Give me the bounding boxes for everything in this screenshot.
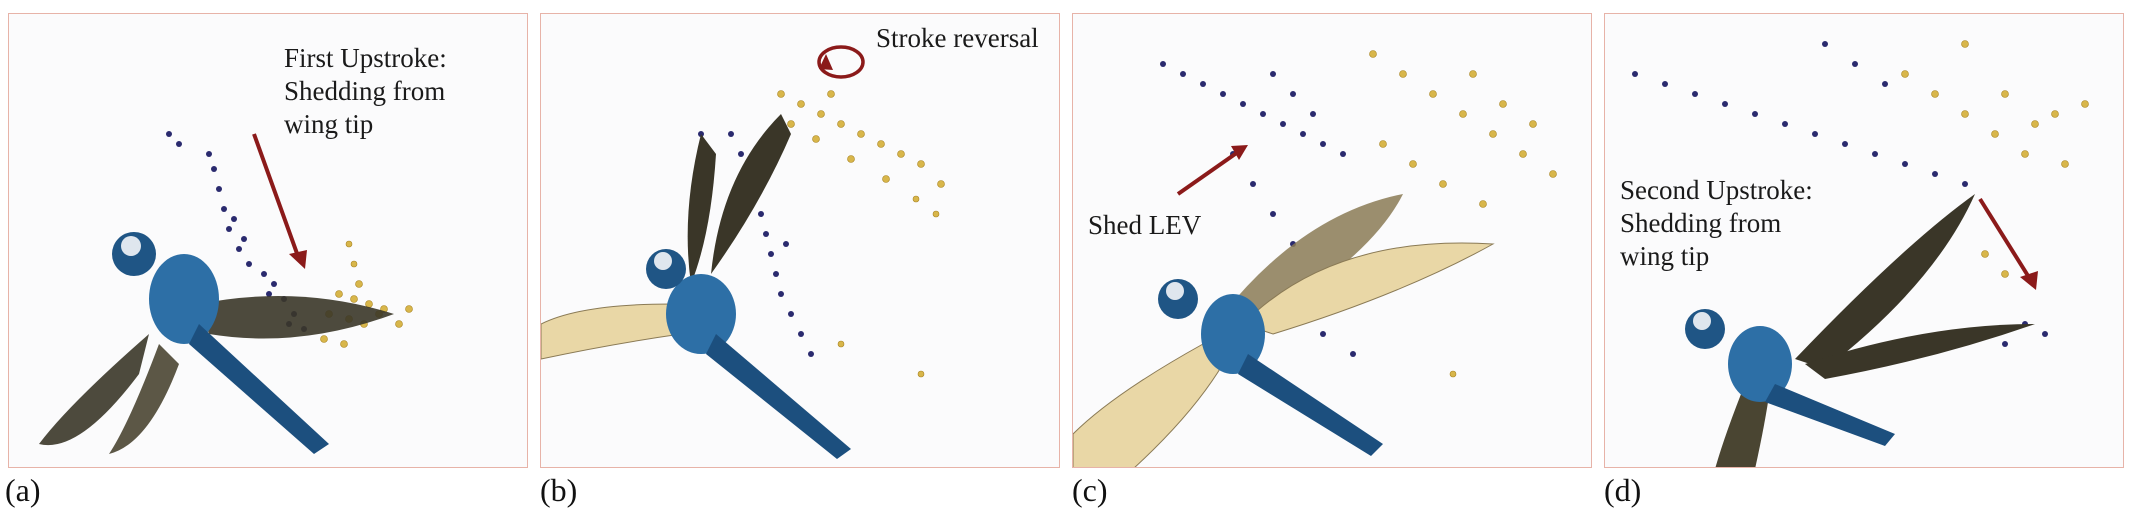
wing-a-left — [39, 334, 149, 446]
thorax-a — [149, 254, 219, 344]
particles-dark-d — [1632, 41, 2048, 347]
particles-dark-c — [1160, 61, 1356, 357]
annotation-b: Stroke reversal — [876, 23, 1039, 53]
wing-b-left — [541, 303, 682, 360]
eye-b — [654, 252, 672, 270]
annotation-a: First Upstroke: Shedding from wing tip — [284, 43, 447, 139]
wing-b-up-1 — [687, 134, 716, 284]
particles-gold-a — [320, 240, 413, 348]
arrow-d — [1978, 197, 2032, 281]
abdomen-c — [1238, 354, 1383, 456]
wing-d-right — [1805, 324, 2035, 379]
wing-a-right — [199, 296, 394, 339]
caption-d: (d) — [1604, 472, 1642, 508]
panel-b: Stroke reversal — [540, 13, 1060, 468]
wing-a-left-2 — [109, 344, 179, 454]
eye-c — [1166, 282, 1184, 300]
abdomen-a — [189, 324, 329, 454]
wing-c-lower — [1073, 343, 1224, 467]
abdomen-b — [706, 334, 851, 459]
wing-b-up-2 — [711, 114, 791, 274]
caption-b: (b) — [540, 472, 578, 508]
particles-gold-b — [777, 90, 945, 378]
panel-a: First Upstroke: Shedding from wing tip — [8, 13, 528, 468]
thorax-c — [1201, 294, 1265, 374]
scene-c — [1073, 50, 1557, 467]
wing-d-upper — [1795, 194, 1975, 369]
panel-c: Shed LEV — [1072, 13, 1592, 468]
wing-c-upper — [1223, 194, 1403, 314]
thorax-d — [1728, 326, 1792, 402]
abdomen-d — [1765, 384, 1895, 446]
arrow-c — [1176, 150, 1240, 196]
particles-gold-d — [1901, 40, 2089, 278]
wing-c-right — [1242, 242, 1495, 335]
rotation-arrow-b — [817, 45, 865, 79]
annotation-d: Second Upstroke: Shedding from wing tip — [1620, 175, 1813, 271]
caption-a: (a) — [5, 472, 41, 508]
wing-d-lower — [1715, 384, 1770, 467]
particles-gold-c — [1369, 50, 1557, 378]
scene-a — [39, 131, 413, 454]
scene-d — [1632, 40, 2089, 467]
panel-d: Second Upstroke: Shedding from wing tip — [1604, 13, 2124, 468]
eye-a — [121, 236, 141, 256]
eye-d — [1693, 312, 1711, 330]
annotation-c: Shed LEV — [1088, 210, 1202, 240]
thorax-b — [666, 274, 736, 354]
caption-c: (c) — [1072, 472, 1108, 508]
scene-b — [541, 45, 945, 459]
arrow-a — [252, 133, 301, 260]
